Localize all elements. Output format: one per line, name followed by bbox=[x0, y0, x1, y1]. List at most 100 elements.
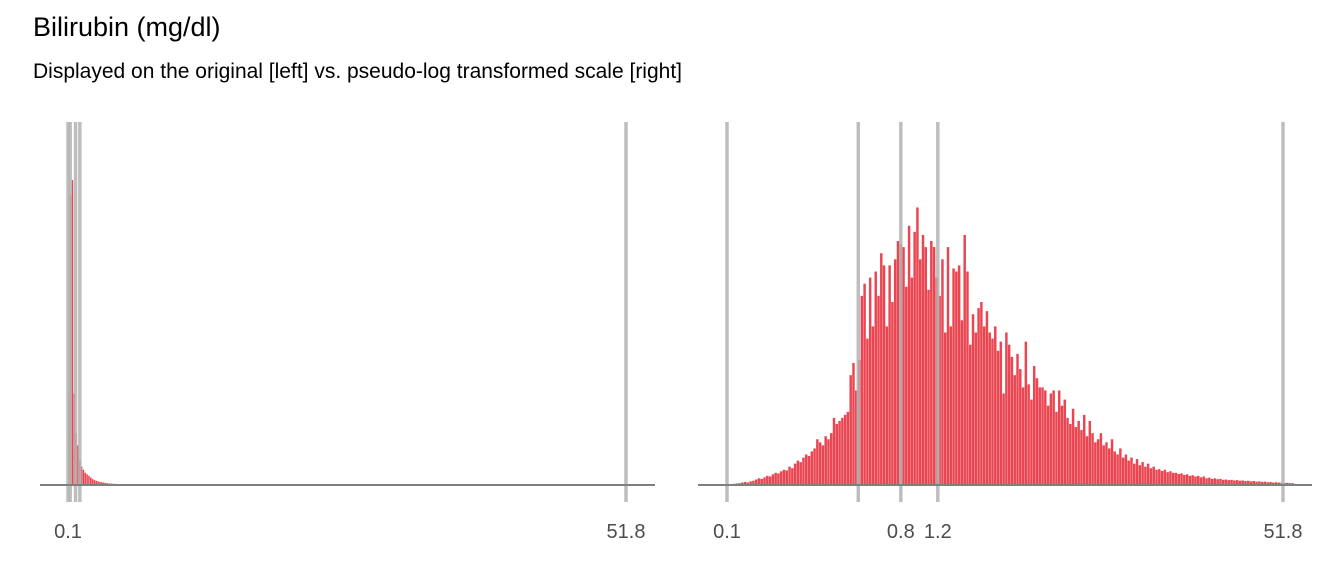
histogram-bar bbox=[966, 271, 969, 485]
histogram-bar bbox=[877, 295, 880, 485]
histogram-bar bbox=[1216, 479, 1219, 485]
histogram-bar bbox=[949, 326, 953, 485]
histogram-bar bbox=[882, 265, 886, 485]
histogram-bar bbox=[743, 481, 747, 485]
histogram-bar bbox=[1130, 457, 1133, 485]
histogram-bar bbox=[1258, 481, 1261, 485]
histogram-bar bbox=[957, 265, 961, 485]
histogram-bar bbox=[1027, 384, 1030, 485]
histogram-bar bbox=[1249, 481, 1253, 485]
histogram-bar bbox=[891, 302, 894, 485]
histogram-bar bbox=[969, 344, 972, 485]
histogram-bar bbox=[821, 445, 825, 485]
histogram-bar bbox=[1099, 433, 1103, 485]
histogram-bar bbox=[1074, 427, 1078, 485]
histogram-bar bbox=[1094, 442, 1097, 485]
histogram-bar bbox=[1007, 344, 1011, 485]
histogram-bar bbox=[1171, 472, 1175, 485]
histogram-bar bbox=[977, 308, 980, 485]
histogram-bar bbox=[1108, 448, 1111, 485]
histogram-bar bbox=[1146, 463, 1150, 485]
histogram-bar bbox=[1066, 417, 1069, 485]
histogram-bar bbox=[1096, 439, 1100, 485]
histogram-bar bbox=[1013, 375, 1016, 485]
histogram-bar bbox=[1169, 471, 1172, 485]
histogram-bar bbox=[1144, 466, 1147, 485]
histogram-bar bbox=[1060, 405, 1064, 485]
histogram-bar bbox=[802, 457, 805, 485]
histogram-bar bbox=[994, 326, 997, 485]
histogram-bar bbox=[1202, 476, 1206, 485]
histogram-bar bbox=[971, 314, 975, 485]
histogram-bar bbox=[846, 411, 850, 485]
histogram-bar bbox=[766, 475, 769, 485]
x-tick-label: 51.8 bbox=[1264, 521, 1303, 543]
histogram-bar bbox=[1221, 479, 1225, 485]
histogram-bar bbox=[1019, 369, 1022, 485]
histogram-bar bbox=[1177, 474, 1180, 485]
right-panel-pseudo-log-scale: 0.1 0.8 1.2 51.8 bbox=[698, 122, 1312, 543]
histogram-bar bbox=[902, 247, 905, 485]
histogram-bar bbox=[1077, 420, 1080, 485]
histogram-bar bbox=[88, 475, 90, 485]
histogram-bar bbox=[1035, 378, 1039, 485]
histogram-bar bbox=[741, 482, 744, 485]
histogram-bar bbox=[816, 439, 819, 485]
histogram-bar bbox=[1071, 408, 1075, 485]
histogram-bar bbox=[1285, 482, 1289, 486]
histogram-bar bbox=[101, 482, 103, 485]
histogram-bar bbox=[888, 265, 891, 485]
histogram-bar bbox=[1135, 459, 1139, 485]
histogram-bar bbox=[1127, 460, 1130, 485]
histogram-bar bbox=[930, 241, 933, 485]
histogram-bar bbox=[746, 482, 750, 485]
histogram-bar bbox=[93, 480, 96, 485]
histogram-bar bbox=[818, 442, 822, 485]
histogram-bar bbox=[1069, 424, 1072, 485]
histogram-bar bbox=[1063, 399, 1067, 485]
histogram-bar bbox=[918, 259, 922, 485]
histogram-bar bbox=[1163, 469, 1167, 485]
histogram-bar bbox=[71, 180, 74, 485]
histogram-bar bbox=[1252, 481, 1256, 485]
histogram-bar bbox=[1194, 476, 1197, 485]
histogram-bar bbox=[752, 480, 755, 485]
histogram-bar bbox=[1085, 436, 1089, 485]
histogram-bar bbox=[791, 468, 794, 485]
x-tick-label: 1.2 bbox=[924, 521, 952, 543]
histogram-bar bbox=[927, 289, 930, 485]
histogram-bar bbox=[1057, 390, 1061, 485]
histogram-bar bbox=[1055, 411, 1058, 485]
histogram-bar bbox=[838, 420, 841, 485]
histogram-bar bbox=[807, 456, 811, 485]
histogram-bar bbox=[782, 469, 786, 485]
histogram-bar bbox=[1021, 387, 1025, 485]
histogram-bar bbox=[991, 338, 994, 485]
histogram-bar bbox=[1138, 465, 1142, 485]
histogram-bar bbox=[97, 481, 99, 485]
histogram-bar bbox=[1052, 390, 1055, 485]
histogram-bar bbox=[1235, 480, 1239, 485]
histogram-bar bbox=[1133, 463, 1136, 485]
histogram-bar bbox=[1191, 475, 1194, 485]
histogram-bar bbox=[1110, 439, 1114, 485]
histogram-bar bbox=[1002, 393, 1005, 485]
histogram-bar bbox=[91, 478, 94, 485]
histogram-bar bbox=[1121, 457, 1125, 485]
histogram-bar bbox=[943, 332, 947, 485]
histogram-bar bbox=[974, 332, 978, 485]
histogram-bar bbox=[1183, 474, 1186, 486]
histogram-bar bbox=[1266, 482, 1269, 485]
histogram-bar bbox=[1272, 482, 1275, 485]
histogram-bar bbox=[1263, 481, 1267, 485]
histogram-bar bbox=[841, 417, 844, 485]
histogram-bar bbox=[102, 482, 105, 485]
histogram-bar bbox=[982, 326, 986, 485]
histogram-bar bbox=[82, 469, 85, 485]
histogram-bar bbox=[980, 302, 983, 485]
histogram-bar bbox=[1274, 482, 1278, 485]
histogram-bar bbox=[1199, 477, 1203, 486]
histogram-bar bbox=[938, 295, 941, 485]
histogram-bar bbox=[1088, 420, 1092, 485]
histogram-bar bbox=[1046, 405, 1050, 485]
